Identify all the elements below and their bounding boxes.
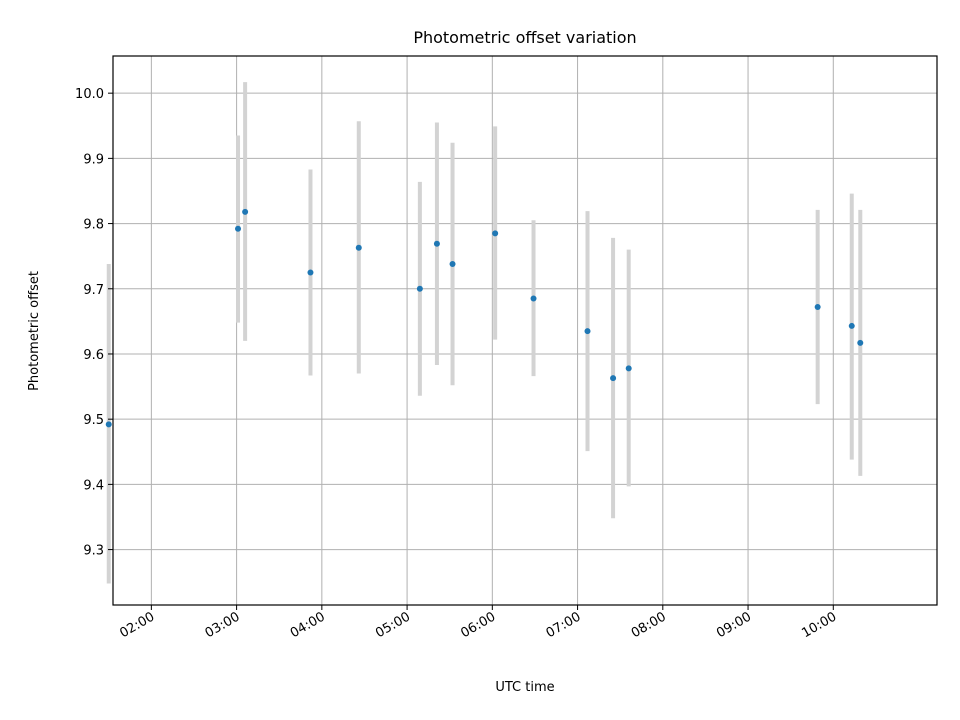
data-point — [814, 304, 821, 311]
data-point — [625, 365, 632, 372]
data-point — [530, 295, 537, 302]
data-point — [242, 208, 249, 215]
y-tick-label: 10.0 — [75, 87, 104, 102]
data-point — [449, 260, 456, 267]
grid-lines — [113, 56, 937, 605]
y-tick-label: 9.4 — [83, 478, 104, 493]
data-point — [416, 285, 423, 292]
data-point — [857, 339, 864, 346]
y-tick-label: 9.6 — [83, 348, 104, 363]
y-axis-label: Photometric offset — [27, 271, 42, 391]
y-tick-label: 9.7 — [83, 283, 104, 298]
y-tick-label: 9.9 — [83, 152, 104, 167]
data-point — [848, 322, 855, 329]
x-axis-label: UTC time — [495, 680, 554, 695]
data-points — [105, 208, 864, 428]
y-axis-ticks: 9.3 9.4 9.5 9.6 9.7 9.8 9.9 10.0 — [75, 87, 113, 559]
y-tick-label: 9.8 — [83, 218, 104, 233]
data-point — [584, 328, 591, 335]
plot-frame — [112, 55, 938, 606]
data-point — [307, 269, 314, 276]
data-point — [433, 240, 440, 247]
data-point — [105, 421, 112, 428]
data-point — [610, 375, 617, 382]
y-tick-label: 9.3 — [83, 544, 104, 559]
y-tick-label: 9.5 — [83, 413, 104, 428]
chart-title: Photometric offset variation — [413, 28, 636, 47]
data-point — [355, 244, 362, 251]
data-point — [235, 225, 242, 232]
data-point — [492, 230, 499, 237]
